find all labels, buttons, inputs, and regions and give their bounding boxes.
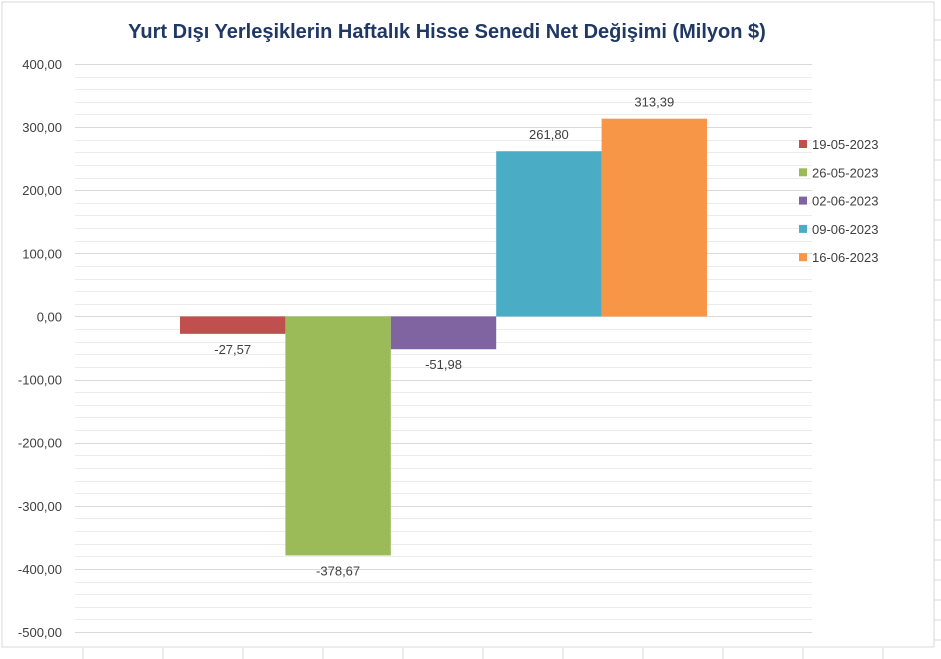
data-label-02-06-2023: -51,98 xyxy=(425,357,462,372)
y-tick-label: -200,00 xyxy=(18,436,62,451)
legend-label-09-06-2023: 09-06-2023 xyxy=(812,222,879,237)
y-tick-label: -400,00 xyxy=(18,562,62,577)
y-tick-label: -100,00 xyxy=(18,373,62,388)
legend-label-02-06-2023: 02-06-2023 xyxy=(812,194,879,209)
legend-swatch-09-06-2023 xyxy=(799,224,807,233)
legend-swatch-19-05-2023 xyxy=(799,140,807,148)
bar-16-06-2023 xyxy=(601,118,707,317)
legend-swatch-26-05-2023 xyxy=(799,168,807,177)
legend: 19-05-2023 26-05-2023 02-06-2023 09-06-2023… xyxy=(799,137,879,265)
legend-label-26-05-2023: 26-05-2023 xyxy=(812,165,879,180)
legend-swatch-02-06-2023 xyxy=(799,196,807,205)
data-label-19-05-2023: -27,57 xyxy=(214,342,251,357)
bars xyxy=(180,118,707,556)
data-label-26-05-2023: -378,67 xyxy=(316,563,360,578)
bar-02-06-2023 xyxy=(390,316,497,350)
y-tick-label: 200,00 xyxy=(22,183,62,198)
y-axis: 400,00 300,00 200,00 100,00 0,00 -100,00 -200,… xyxy=(18,57,62,640)
y-tick-label: 300,00 xyxy=(22,120,62,135)
legend-label-19-05-2023: 19-05-2023 xyxy=(812,137,879,152)
legend-swatch-16-06-2023 xyxy=(799,253,807,262)
bar-09-06-2023 xyxy=(496,151,602,317)
bar-19-05-2023 xyxy=(180,316,286,334)
y-tick-label: 100,00 xyxy=(22,246,62,261)
legend-label-16-06-2023: 16-06-2023 xyxy=(812,250,879,265)
chart-title: Yurt Dışı Yerleşiklerin Haftalık Hisse S… xyxy=(128,21,766,43)
data-labels: -27,57 -378,67 -51,98 261,80 313,39 xyxy=(214,95,674,579)
data-label-16-06-2023: 313,39 xyxy=(634,95,674,110)
y-tick-label: -500,00 xyxy=(18,625,62,640)
data-label-09-06-2023: 261,80 xyxy=(529,127,569,142)
y-tick-label: 0,00 xyxy=(37,309,62,324)
bar-26-05-2023 xyxy=(285,316,391,556)
y-tick-label: -300,00 xyxy=(18,499,62,514)
chart-border xyxy=(1,1,935,648)
y-tick-label: 400,00 xyxy=(22,57,62,72)
